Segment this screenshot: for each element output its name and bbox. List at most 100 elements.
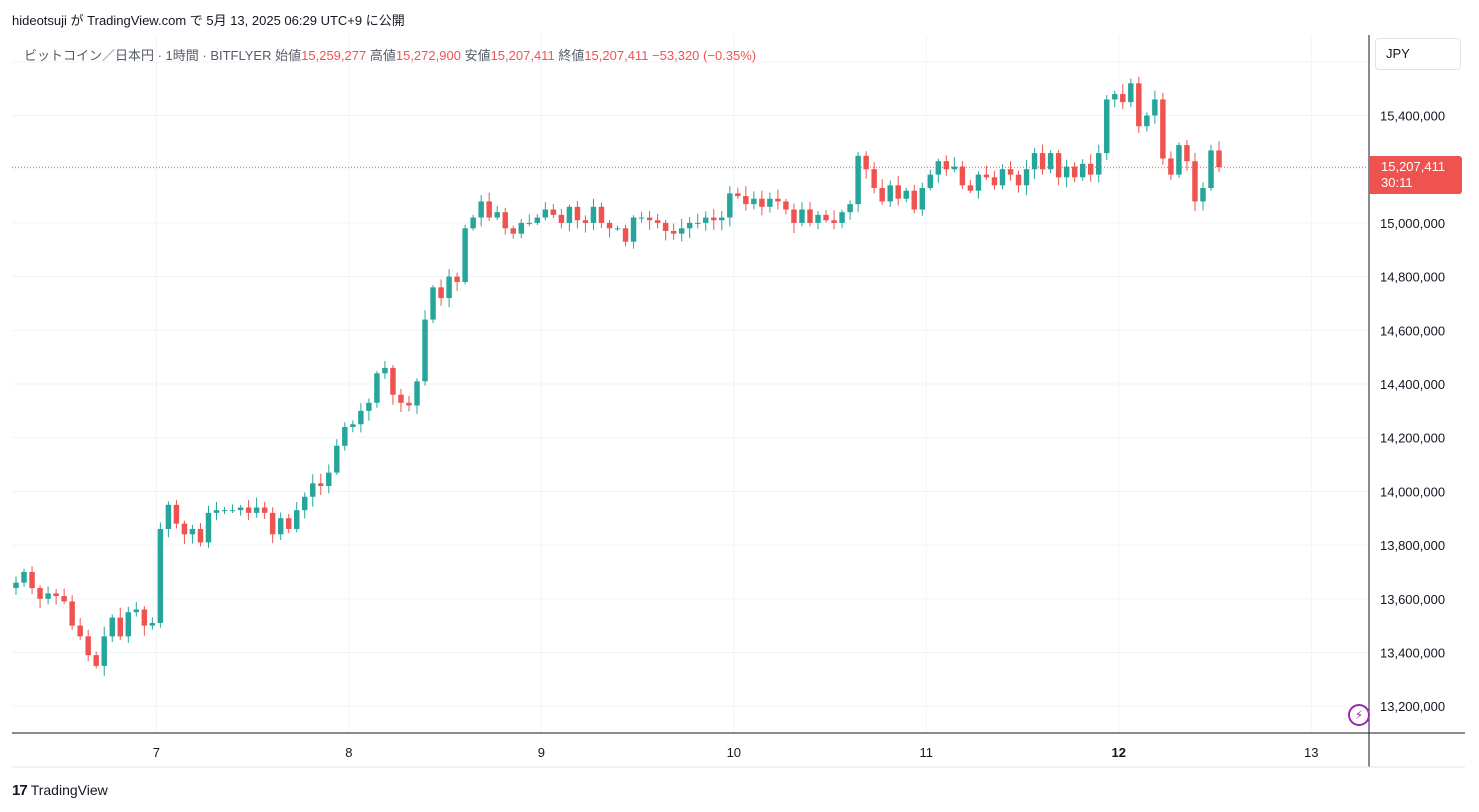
y-tick-label: 15,400,000 <box>1380 109 1445 124</box>
candle-body <box>269 512 276 535</box>
candle-body <box>751 198 757 205</box>
candle-body <box>358 410 364 425</box>
candle-body <box>29 571 35 589</box>
candle-body <box>799 209 805 223</box>
candle-body <box>759 198 765 207</box>
currency-button[interactable]: JPY <box>1375 38 1461 70</box>
tradingview-brand[interactable]: 17 TradingView <box>12 782 108 799</box>
x-tick-label: 13 <box>1304 745 1318 760</box>
candle-body <box>743 196 749 205</box>
candle-body <box>719 217 725 221</box>
candle-body <box>678 228 685 234</box>
candle-body <box>534 217 541 223</box>
y-tick-label: 14,400,000 <box>1380 377 1445 392</box>
candle-body <box>229 510 236 512</box>
candle-body <box>237 507 244 511</box>
flash-icon[interactable]: ⚡ <box>1348 704 1370 726</box>
y-tick-label: 14,000,000 <box>1380 484 1445 499</box>
candle-body <box>1168 158 1174 175</box>
candle-body <box>1031 153 1038 170</box>
y-tick-label: 14,600,000 <box>1380 323 1445 338</box>
candle-body <box>1039 153 1046 170</box>
candle-body <box>1176 145 1182 175</box>
candle-body <box>1095 153 1102 175</box>
candle-body <box>598 206 605 223</box>
candle-body <box>1015 174 1022 186</box>
ohlc-legend: ビットコイン／日本円 · 1時間 · BITFLYER 始値15,259,277… <box>24 45 756 64</box>
symbol-label[interactable]: ビットコイン／日本円 · 1時間 · BITFLYER <box>24 48 272 63</box>
candle-body <box>630 217 637 242</box>
x-tick-label: 9 <box>538 745 545 760</box>
candle-body <box>823 214 829 221</box>
candle-body <box>1047 153 1054 170</box>
candle-body <box>1192 161 1198 202</box>
candle-body <box>951 166 958 170</box>
candle-body <box>887 185 893 202</box>
candle-body <box>775 198 781 202</box>
close-label: 終値 <box>558 48 585 63</box>
close-value: 15,207,411 <box>584 48 649 63</box>
candle-body <box>566 206 573 223</box>
candle-body <box>374 373 380 403</box>
candle-body <box>486 201 492 218</box>
candle-body <box>350 424 356 427</box>
candle-body <box>654 220 661 223</box>
candle-body <box>622 228 629 242</box>
high-label: 高値 <box>369 48 396 63</box>
candle-body <box>614 228 621 230</box>
x-tick-label: 12 <box>1112 745 1126 760</box>
candle-body <box>518 222 525 234</box>
candle-body <box>21 571 27 583</box>
candle-body <box>165 504 172 529</box>
candle-body <box>13 582 19 589</box>
candle-body <box>1200 188 1206 202</box>
candle-body <box>1152 99 1158 116</box>
y-tick-label: 14,800,000 <box>1380 270 1445 285</box>
candle-body <box>526 222 533 224</box>
candle-body <box>334 445 340 473</box>
candle-body <box>983 174 990 178</box>
candle-body <box>927 174 934 189</box>
brand-name: TradingView <box>30 782 108 798</box>
candle-body <box>855 155 861 205</box>
candle-body <box>398 394 404 403</box>
candle-body <box>935 161 942 175</box>
candle-body <box>470 217 476 229</box>
candle-body <box>93 655 99 666</box>
candle-body <box>694 222 701 224</box>
candle-body <box>189 528 196 535</box>
y-tick-label: 13,400,000 <box>1380 645 1445 660</box>
candle-body <box>1087 163 1094 175</box>
candle-body <box>414 381 420 406</box>
candle-body <box>390 367 396 395</box>
candle-body <box>310 483 316 497</box>
candle-body <box>342 426 348 446</box>
candle-body <box>815 214 821 223</box>
candle-body <box>863 155 869 170</box>
candle-body <box>711 217 717 221</box>
candle-body <box>494 212 500 218</box>
candle-body <box>847 204 853 213</box>
bar-countdown: 30:11 <box>1381 175 1413 191</box>
candle-body <box>454 276 460 282</box>
x-tick-label: 7 <box>153 745 160 760</box>
candle-body <box>366 402 372 411</box>
x-tick-label: 11 <box>920 745 934 760</box>
candle-body <box>919 188 926 210</box>
candle-body <box>197 528 204 543</box>
candle-body <box>967 185 974 191</box>
candle-body <box>77 625 83 637</box>
candle-body <box>703 217 709 223</box>
candle-body <box>871 169 877 189</box>
y-tick-label: 15,000,000 <box>1380 216 1445 231</box>
candle-body <box>45 593 51 599</box>
candle-body <box>141 609 148 626</box>
candle-body <box>205 512 212 543</box>
candle-body <box>839 212 845 223</box>
candle-body <box>767 198 773 207</box>
candle-body <box>662 222 669 231</box>
last-price-tag: 15,207,411 30:11 <box>1369 156 1462 195</box>
candle-body <box>1055 153 1062 178</box>
candle-body <box>1071 166 1078 178</box>
